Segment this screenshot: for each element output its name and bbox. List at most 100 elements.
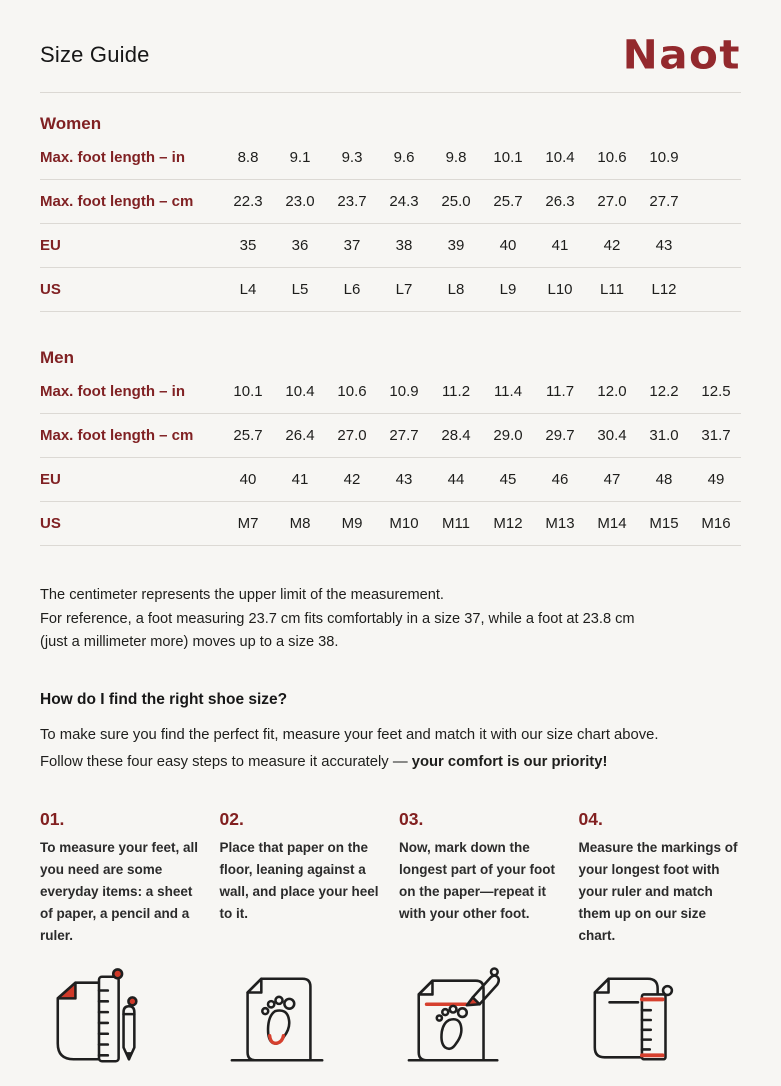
howto-intro-emphasis: your comfort is our priority! <box>411 753 608 770</box>
step-number: 02. <box>219 808 244 829</box>
page-title: Size Guide <box>40 42 150 67</box>
step-text: Now, mark down the longest part of your … <box>399 839 555 921</box>
size-value: 12.5 <box>701 383 731 400</box>
size-value: 25.7 <box>493 193 523 210</box>
size-value: 45 <box>499 471 517 488</box>
size-value: 10.6 <box>597 149 627 166</box>
step-1: 01. To measure your feet, all you need a… <box>40 809 203 947</box>
size-value: 30.4 <box>597 427 627 444</box>
size-value: L9 <box>499 281 517 298</box>
size-value: L11 <box>600 281 624 298</box>
note-line: For reference, a foot measuring 23.7 cm … <box>40 610 635 627</box>
size-value: 40 <box>239 471 257 488</box>
step-2: 02. Place that paper on the floor, leani… <box>220 809 383 947</box>
size-value: 24.3 <box>389 193 419 210</box>
size-value: 9.6 <box>393 149 415 166</box>
size-value: 47 <box>603 471 621 488</box>
step-text: To measure your feet, all you need are s… <box>40 839 199 943</box>
table-row-women-us: US L4 L5 L6 L7 L8 L9 L10 L11 L12 <box>40 268 741 312</box>
table-row-men-cm: Max. foot length – cm 25.7 26.4 27.0 27.7 28… <box>40 414 741 458</box>
size-value: 31.0 <box>649 427 679 444</box>
size-value: L12 <box>651 281 677 298</box>
size-value: 9.3 <box>341 149 363 166</box>
step-text: Measure the markings of your longest foo… <box>578 839 738 943</box>
table-row-men-inches: Max. foot length – in 10.1 10.4 10.6 10.9 11… <box>40 370 741 414</box>
size-value: 11.7 <box>545 383 575 400</box>
row-label: Max. foot length – in <box>40 383 185 400</box>
size-value: 28.4 <box>441 427 471 444</box>
size-value: 37 <box>343 237 361 254</box>
howto-heading: How do I find the right shoe size? <box>40 690 288 708</box>
step-3: 03. Now, mark down the longest part of y… <box>399 809 562 947</box>
naot-logo[interactable]: Naot <box>622 31 741 78</box>
steps: 01. To measure your feet, all you need a… <box>40 809 741 947</box>
table-row-women-eu: EU 35 36 37 38 39 40 41 42 43 <box>40 224 741 268</box>
size-value: 9.8 <box>445 149 467 166</box>
size-value: M14 <box>597 515 627 532</box>
size-value: 10.1 <box>233 383 263 400</box>
row-label: Max. foot length – cm <box>40 427 194 444</box>
size-value: 25.7 <box>233 427 263 444</box>
size-value: 41 <box>551 237 569 254</box>
table-row-women-cm: Max. foot length – cm 22.3 23.0 23.7 24.3 25… <box>40 180 741 224</box>
size-value: 10.4 <box>545 149 575 166</box>
size-value: 27.7 <box>389 427 419 444</box>
size-value: 43 <box>655 237 673 254</box>
size-value: 44 <box>447 471 465 488</box>
table-row-men-us: US M7 M8 M9 M10 M11 M12 M13 M14 M15 M16 <box>40 502 741 546</box>
size-value: 10.1 <box>493 149 523 166</box>
size-value: 25.0 <box>441 193 471 210</box>
size-value: 9.1 <box>289 149 311 166</box>
step-number: 03. <box>399 808 424 829</box>
size-value: M15 <box>649 515 679 532</box>
size-value: L10 <box>547 281 573 298</box>
size-value: L8 <box>447 281 465 298</box>
size-value: M11 <box>441 515 471 532</box>
paper-mark-ruler-icon <box>579 965 742 1073</box>
size-value: 12.2 <box>649 383 679 400</box>
row-label: Max. foot length – cm <box>40 193 194 210</box>
size-table-men: Men Max. foot length – in 10.1 10.4 10.6 10… <box>40 348 741 546</box>
section-heading-women: Women <box>40 114 102 133</box>
step-number: 04. <box>578 808 603 829</box>
size-value: 23.7 <box>337 193 367 210</box>
size-value: 29.7 <box>545 427 575 444</box>
note-line: (just a millimeter more) moves up to a s… <box>40 634 339 650</box>
step-4: 04. Measure the markings of your longest… <box>579 809 742 947</box>
size-value: 38 <box>395 237 413 254</box>
size-value: 23.0 <box>285 193 315 210</box>
howto-intro: To make sure you find the perfect fit, m… <box>40 722 700 776</box>
size-value: 42 <box>343 471 361 488</box>
size-value: M10 <box>389 515 419 532</box>
size-value: 11.2 <box>441 383 471 400</box>
size-value: 26.3 <box>545 193 575 210</box>
size-value: 40 <box>499 237 517 254</box>
size-value: 27.0 <box>597 193 627 210</box>
size-value: 31.7 <box>701 427 731 444</box>
header: Size Guide Naot <box>40 34 741 93</box>
size-value: 26.4 <box>285 427 315 444</box>
size-value: L4 <box>239 281 257 298</box>
table-row-women-inches: Max. foot length – in 8.8 9.1 9.3 9.6 9.8 10.… <box>40 136 741 180</box>
measurement-note: The centimeter represents the upper limi… <box>40 584 741 655</box>
size-value: 36 <box>291 237 309 254</box>
size-value: M9 <box>341 515 363 532</box>
row-label: EU <box>40 237 61 254</box>
size-value: 12.0 <box>597 383 627 400</box>
row-label: US <box>40 515 61 532</box>
size-value: L5 <box>291 281 309 298</box>
section-heading-men: Men <box>40 348 74 367</box>
size-value: 29.0 <box>493 427 523 444</box>
size-value: M8 <box>289 515 311 532</box>
step-text: Place that paper on the floor, leaning a… <box>219 839 379 921</box>
size-value: 27.0 <box>337 427 367 444</box>
size-value: M12 <box>493 515 523 532</box>
step-icons <box>40 965 741 1073</box>
size-value: M7 <box>237 515 259 532</box>
size-value: 22.3 <box>233 193 263 210</box>
row-label: Max. foot length – in <box>40 149 185 166</box>
note-line: The centimeter represents the upper limi… <box>40 587 444 603</box>
size-value: 49 <box>707 471 725 488</box>
size-value: L7 <box>395 281 413 298</box>
